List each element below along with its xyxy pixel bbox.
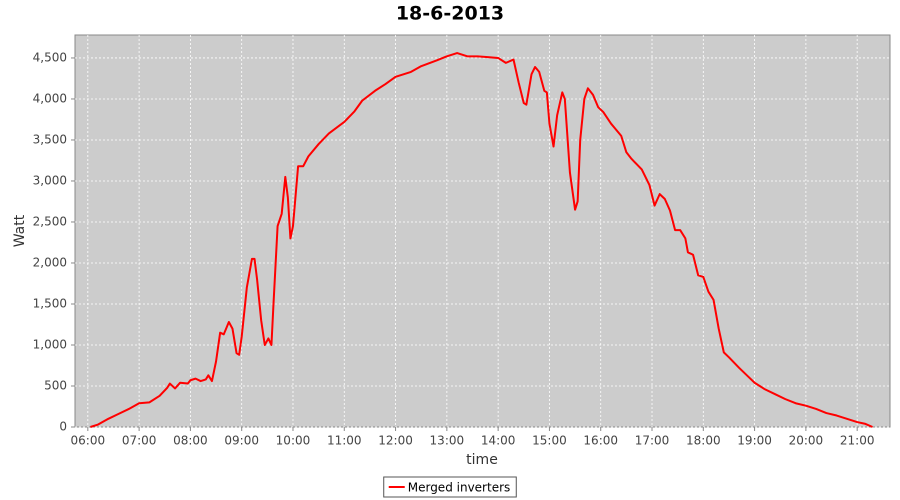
x-tick-label: 09:00 <box>224 434 259 448</box>
y-tick-label: 2,000 <box>33 255 67 269</box>
y-tick-label: 4,500 <box>33 50 67 64</box>
plot-area <box>74 34 891 428</box>
y-axis-label: Watt <box>12 214 28 247</box>
x-tick-label: 13:00 <box>430 434 465 448</box>
y-tick-label: 0 <box>59 420 67 434</box>
legend: Merged inverters <box>383 476 517 498</box>
x-tick-label: 10:00 <box>276 434 311 448</box>
x-tick-label: 20:00 <box>789 434 824 448</box>
x-tick-label: 21:00 <box>840 434 875 448</box>
legend-label: Merged inverters <box>408 481 511 495</box>
chart-title: 18-6-2013 <box>396 3 504 25</box>
x-tick-label: 07:00 <box>122 434 157 448</box>
x-tick-label: 19:00 <box>737 434 772 448</box>
x-tick-label: 15:00 <box>532 434 567 448</box>
y-tick-label: 3,500 <box>33 132 67 146</box>
x-axis-label: time <box>466 452 498 468</box>
x-tick-label: 17:00 <box>635 434 670 448</box>
y-tick-label: 500 <box>44 378 67 392</box>
x-tick-label: 18:00 <box>686 434 721 448</box>
y-tick-label: 4,000 <box>33 91 67 105</box>
y-tick-label: 3,000 <box>33 173 67 187</box>
y-tick-label: 2,500 <box>33 214 67 228</box>
x-tick-label: 16:00 <box>583 434 618 448</box>
data-line <box>90 52 873 428</box>
y-tick-label: 1,000 <box>33 337 67 351</box>
y-tick-label: 1,500 <box>33 296 67 310</box>
x-tick-label: 12:00 <box>378 434 413 448</box>
x-tick-label: 06:00 <box>71 434 106 448</box>
x-tick-label: 08:00 <box>173 434 208 448</box>
x-tick-label: 14:00 <box>481 434 516 448</box>
x-tick-label: 11:00 <box>327 434 362 448</box>
legend-box <box>383 476 517 498</box>
